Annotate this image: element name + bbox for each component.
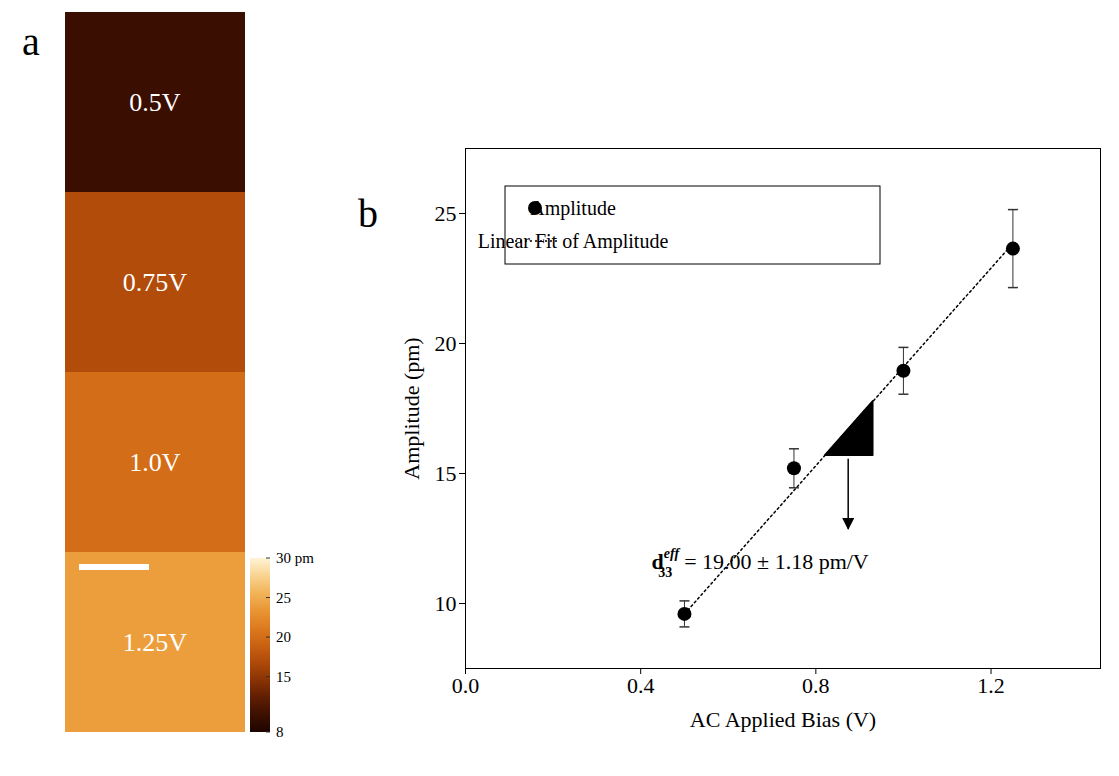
svg-text:AC Applied Bias (V): AC Applied Bias (V) [690,707,876,732]
svg-text:1.25V: 1.25V [123,628,188,657]
svg-text:20: 20 [435,331,457,356]
html-text:b: b [358,191,378,236]
svg-text:Amplitude (pm): Amplitude (pm) [399,337,424,479]
svg-text:30 pm: 30 pm [276,550,314,566]
svg-text:10: 10 [435,591,457,616]
svg-text:0.4: 0.4 [627,673,655,698]
svg-text:Amplitude: Amplitude [530,197,616,220]
svg-text:0.0: 0.0 [452,673,480,698]
svg-text:0.75V: 0.75V [123,268,188,297]
svg-text:deff33= 19.00 ± 1.18 pm/V: deff33= 19.00 ± 1.18 pm/V [652,546,869,580]
svg-text:25: 25 [276,590,291,606]
svg-text:0.5V: 0.5V [129,88,181,117]
svg-text:20: 20 [276,629,291,645]
svg-text:15: 15 [276,669,291,685]
svg-text:Linear Fit of Amplitude: Linear Fit of Amplitude [478,230,669,253]
svg-text:8: 8 [276,724,284,740]
svg-text:0.8: 0.8 [802,673,830,698]
svg-text:1.0V: 1.0V [129,448,181,477]
svg-text:1.2: 1.2 [977,673,1005,698]
svg-text:25: 25 [435,201,457,226]
html-text:a: a [22,19,40,64]
svg-text:15: 15 [435,461,457,486]
